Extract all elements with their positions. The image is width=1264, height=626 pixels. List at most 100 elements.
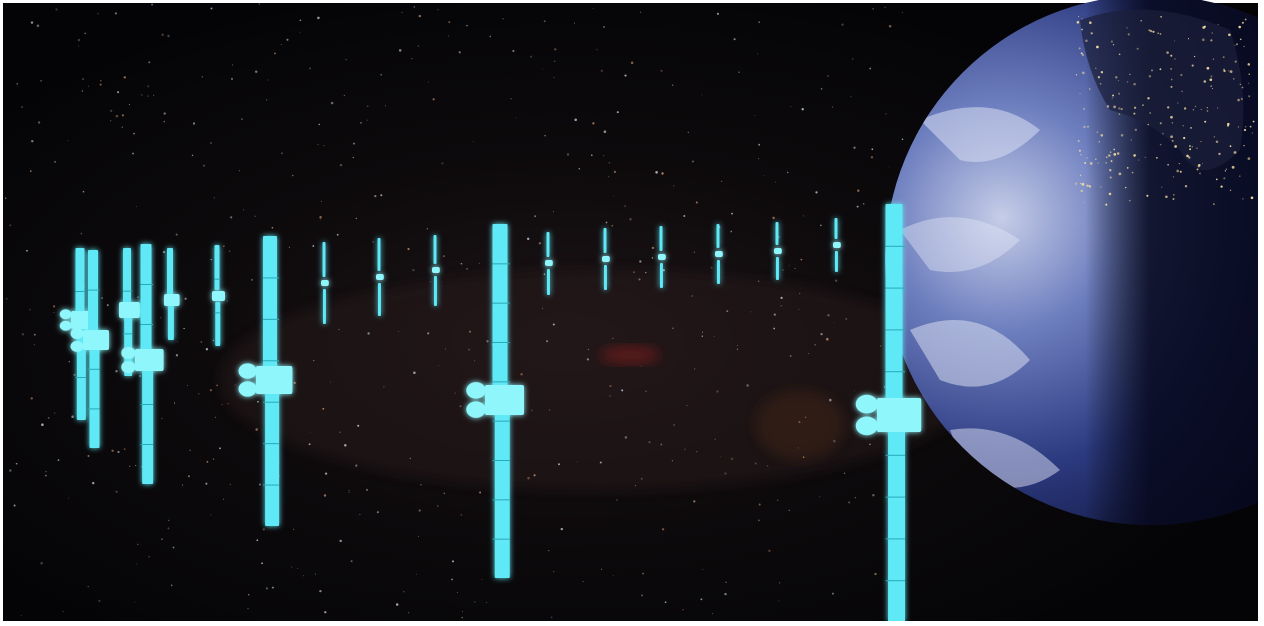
star — [254, 215, 256, 217]
star — [826, 337, 829, 341]
star — [702, 569, 704, 570]
frame-bottom — [0, 621, 1264, 626]
star — [117, 91, 120, 94]
star — [161, 417, 163, 420]
star — [683, 215, 686, 217]
city-light — [1184, 184, 1188, 188]
star — [673, 424, 675, 426]
city-light — [1131, 171, 1134, 174]
city-light — [1183, 107, 1187, 110]
city-light — [1134, 128, 1138, 132]
star — [612, 575, 614, 577]
star — [461, 616, 463, 619]
star — [111, 449, 114, 453]
star — [746, 384, 749, 387]
star — [804, 416, 807, 419]
city-light — [1172, 198, 1175, 200]
city-light — [1206, 66, 1210, 70]
star — [432, 98, 435, 101]
star — [437, 505, 439, 507]
star — [592, 122, 595, 125]
city-light — [1218, 152, 1221, 156]
star — [757, 157, 760, 160]
city-light — [1167, 164, 1169, 166]
star — [710, 266, 713, 269]
star — [167, 527, 170, 530]
city-light — [1248, 95, 1251, 98]
city-light — [1215, 178, 1218, 181]
star — [302, 574, 305, 577]
star — [845, 317, 848, 320]
star — [5, 197, 7, 199]
city-light — [1116, 152, 1120, 155]
city-light — [1117, 80, 1120, 82]
city-light — [1183, 136, 1186, 140]
star — [151, 3, 154, 6]
star — [161, 538, 163, 540]
star — [128, 104, 130, 105]
star — [336, 233, 339, 236]
satellite-icon — [119, 248, 140, 376]
city-light — [1082, 107, 1086, 110]
star — [81, 78, 85, 81]
star — [798, 421, 801, 424]
star — [719, 455, 721, 457]
star — [814, 343, 816, 346]
star — [71, 415, 74, 418]
star — [459, 405, 462, 408]
star — [750, 311, 752, 313]
satellite-icon — [545, 232, 553, 295]
star — [37, 121, 41, 124]
star — [281, 152, 283, 155]
star — [297, 567, 299, 569]
star — [576, 461, 578, 463]
star — [355, 464, 358, 467]
star — [411, 58, 413, 60]
satellite-icon — [658, 226, 666, 288]
city-light — [1080, 52, 1083, 55]
satellite-icon — [432, 235, 440, 306]
star — [474, 601, 476, 603]
city-light — [1113, 153, 1117, 156]
star — [766, 464, 769, 467]
star — [229, 483, 231, 486]
star — [815, 191, 818, 194]
city-light — [1098, 141, 1100, 143]
star — [655, 171, 658, 174]
star — [153, 94, 155, 96]
city-light — [1078, 47, 1081, 50]
star — [601, 568, 603, 570]
star — [372, 241, 374, 243]
star — [309, 431, 311, 433]
star — [544, 135, 546, 137]
star — [184, 297, 187, 300]
star — [827, 314, 830, 317]
star — [773, 313, 776, 316]
star — [213, 197, 215, 199]
milky-way-band — [220, 270, 980, 490]
city-light — [1212, 58, 1215, 60]
star — [730, 457, 734, 461]
city-light — [1192, 109, 1195, 111]
star — [9, 224, 12, 227]
star — [353, 142, 355, 145]
star — [534, 215, 537, 218]
star — [662, 269, 665, 272]
satellite-icon — [121, 244, 164, 484]
city-light — [1100, 133, 1104, 137]
star — [133, 132, 135, 135]
city-light — [1247, 63, 1251, 66]
star — [624, 205, 626, 207]
star — [30, 397, 33, 400]
star — [609, 385, 612, 388]
city-light — [1110, 40, 1113, 43]
star — [101, 297, 103, 299]
star — [454, 392, 456, 394]
star — [123, 448, 126, 451]
star — [684, 448, 686, 451]
star — [790, 106, 792, 108]
star — [736, 348, 739, 350]
star — [600, 69, 604, 73]
satellite-icon — [855, 204, 922, 622]
star — [700, 598, 703, 601]
